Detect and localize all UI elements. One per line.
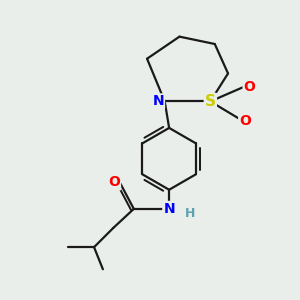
Text: N: N (163, 202, 175, 216)
Text: N: N (152, 94, 164, 108)
Text: O: O (239, 114, 251, 128)
Text: H: H (184, 207, 195, 220)
Text: O: O (244, 80, 256, 94)
Text: S: S (205, 94, 216, 109)
Text: O: O (108, 176, 120, 189)
